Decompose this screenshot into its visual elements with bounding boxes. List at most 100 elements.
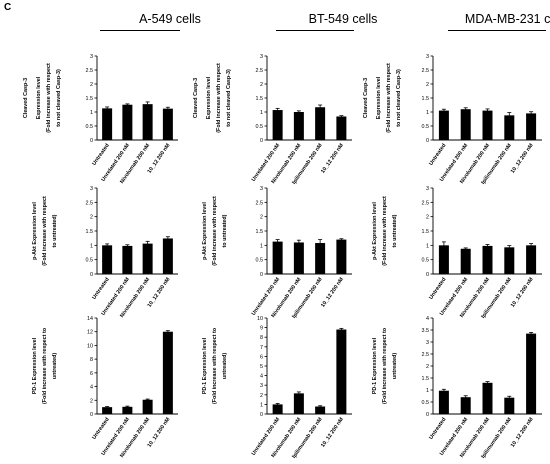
y-tick-label: 8 xyxy=(260,335,263,341)
y-tick-label: 2.5 xyxy=(422,200,430,206)
bar xyxy=(293,112,304,140)
y-tick-label: 14 xyxy=(87,316,93,322)
bar xyxy=(526,333,537,414)
y-tick-label: 1.5 xyxy=(422,96,430,102)
bar xyxy=(293,242,304,274)
bar xyxy=(293,393,304,414)
y-axis-label-line: (Fold increase with respect to xyxy=(212,327,218,404)
bar xyxy=(102,108,113,140)
y-axis-label-line: Cleaved Casp-3 xyxy=(23,78,29,118)
y-tick-label: 10 xyxy=(257,316,263,322)
y-tick-label: 1 xyxy=(260,110,263,116)
bar xyxy=(504,247,515,274)
y-tick-label: 1.5 xyxy=(86,229,94,235)
y-axis-label-line: p-Akt Expression level xyxy=(32,202,38,260)
bar xyxy=(162,331,173,414)
y-axis-label-line: (Fold increase with respect xyxy=(216,63,222,133)
y-tick-label: 1 xyxy=(426,388,429,394)
y-tick-label: 2 xyxy=(260,215,263,221)
category-label: Untreated xyxy=(91,417,110,441)
y-axis-label-line: Expression level xyxy=(376,76,382,119)
y-tick-label: 4 xyxy=(260,374,263,380)
column-title-a549: A-549 cells xyxy=(139,12,201,26)
y-tick-label: 3 xyxy=(260,383,263,389)
bar xyxy=(438,110,449,140)
y-axis-label-line: to untreated) xyxy=(52,214,58,247)
y-tick-label: 9 xyxy=(260,326,263,332)
bar xyxy=(122,245,133,274)
bar xyxy=(526,113,537,140)
bar xyxy=(336,329,347,414)
category-label: 10_12 200 nM xyxy=(510,276,535,308)
y-axis-label-line: to untreated) xyxy=(392,214,398,247)
bar xyxy=(122,104,133,140)
category-label: 10_12 200 nM xyxy=(320,276,345,308)
y-tick-label: 2 xyxy=(90,82,93,88)
y-tick-label: 2.5 xyxy=(86,68,94,74)
y-tick-label: 1 xyxy=(90,110,93,116)
y-tick-label: 1 xyxy=(260,402,263,408)
y-axis-label-line: (Fold increase with respect xyxy=(382,196,388,266)
y-tick-label: 2 xyxy=(260,82,263,88)
y-axis-label-line: (Fold increase with respect xyxy=(46,63,52,133)
y-tick-label: 3 xyxy=(90,54,93,60)
y-tick-label: 1.5 xyxy=(256,229,264,235)
y-tick-label: 3 xyxy=(426,54,429,60)
bar xyxy=(438,245,449,274)
y-tick-label: 4 xyxy=(426,316,429,322)
y-tick-label: 0 xyxy=(260,138,263,144)
y-tick-label: 0 xyxy=(260,272,263,278)
y-tick-label: 0 xyxy=(426,138,429,144)
bar xyxy=(102,407,113,414)
bar xyxy=(482,245,493,274)
column-title-bt549: BT-549 cells xyxy=(308,12,378,26)
y-tick-label: 3 xyxy=(426,340,429,346)
bar xyxy=(336,116,347,140)
y-axis-label-line: PD-1 Expression level xyxy=(372,337,378,394)
y-tick-label: 0.5 xyxy=(256,258,264,264)
bar xyxy=(438,390,449,414)
y-tick-label: 3 xyxy=(260,186,263,192)
y-tick-label: 1.5 xyxy=(422,229,430,235)
y-tick-label: 1 xyxy=(426,110,429,116)
category-label: 10_12 200 nM xyxy=(320,142,345,174)
category-label: 10_12 200 nM xyxy=(510,142,535,174)
y-axis-label-line: PD-1 Expression level xyxy=(32,337,38,394)
bar xyxy=(142,399,153,414)
y-axis-label-line: PD-1 Expression level xyxy=(202,337,208,394)
y-axis-label-line: p-Akt Expression level xyxy=(372,202,378,260)
y-tick-label: 1.5 xyxy=(256,96,264,102)
y-tick-label: 5 xyxy=(260,364,263,370)
y-tick-label: 2.5 xyxy=(86,200,94,206)
y-tick-label: 2.5 xyxy=(256,68,264,74)
category-label: Untreated xyxy=(428,417,447,441)
category-label: Untreated xyxy=(428,143,447,167)
category-label: 10_12 200 nM xyxy=(320,416,345,448)
y-axis-label-line: (Fold increase with respect to xyxy=(382,327,388,404)
y-axis-label-line: Expression level xyxy=(206,76,212,119)
y-tick-label: 2.5 xyxy=(422,68,430,74)
y-tick-label: 0 xyxy=(426,272,429,278)
bar xyxy=(162,238,173,274)
column-rule-a549 xyxy=(100,30,180,31)
y-tick-label: 0 xyxy=(426,412,429,418)
y-tick-label: 2 xyxy=(260,393,263,399)
bar xyxy=(142,104,153,140)
y-tick-label: 2 xyxy=(90,215,93,221)
column-title-mdamb231: MDA-MB-231 cells xyxy=(464,12,550,26)
category-label: 10_12 200 nM xyxy=(510,416,535,448)
y-tick-label: 0.5 xyxy=(422,124,430,130)
y-axis-label-line: untreated) xyxy=(52,353,58,380)
category-label: Untreated xyxy=(428,277,447,301)
bar xyxy=(482,110,493,140)
y-axis-label-line: untreated) xyxy=(392,353,398,380)
